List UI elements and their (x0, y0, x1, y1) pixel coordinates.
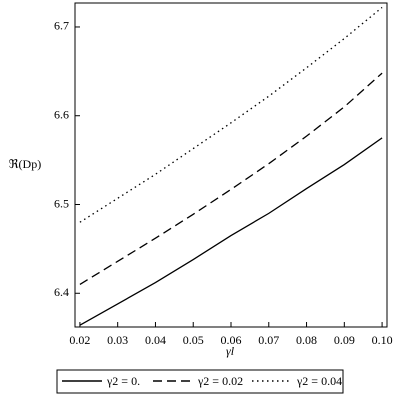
x-tick-label: 0.03 (107, 333, 128, 347)
y-tick-label: 6.7 (54, 19, 69, 33)
y-tick-label: 6.4 (54, 285, 69, 299)
series-line (79, 137, 383, 326)
x-tick-label: 0.06 (221, 333, 242, 347)
y-tick-label: 6.5 (54, 196, 69, 210)
legend-label: γ2 = 0. (106, 374, 140, 388)
legend-label: γ2 = 0.04 (296, 374, 342, 388)
x-tick-label: 0.04 (145, 333, 166, 347)
series-line (79, 6, 383, 223)
x-tick-label: 0.05 (183, 333, 204, 347)
x-axis-label: γl (226, 344, 235, 358)
plot-frame (74, 2, 388, 328)
x-tick-label: 0.02 (69, 333, 90, 347)
series-line (79, 72, 383, 285)
legend-box (56, 369, 344, 394)
y-axis-label: ℜ(Dp) (9, 157, 41, 171)
legend-label: γ2 = 0.02 (197, 374, 243, 388)
x-tick-label: 0.10 (372, 333, 393, 347)
x-tick-label: 0.07 (258, 333, 279, 347)
x-tick-label: 0.09 (334, 333, 355, 347)
y-tick-label: 6.6 (54, 107, 69, 121)
x-tick-label: 0.08 (296, 333, 317, 347)
